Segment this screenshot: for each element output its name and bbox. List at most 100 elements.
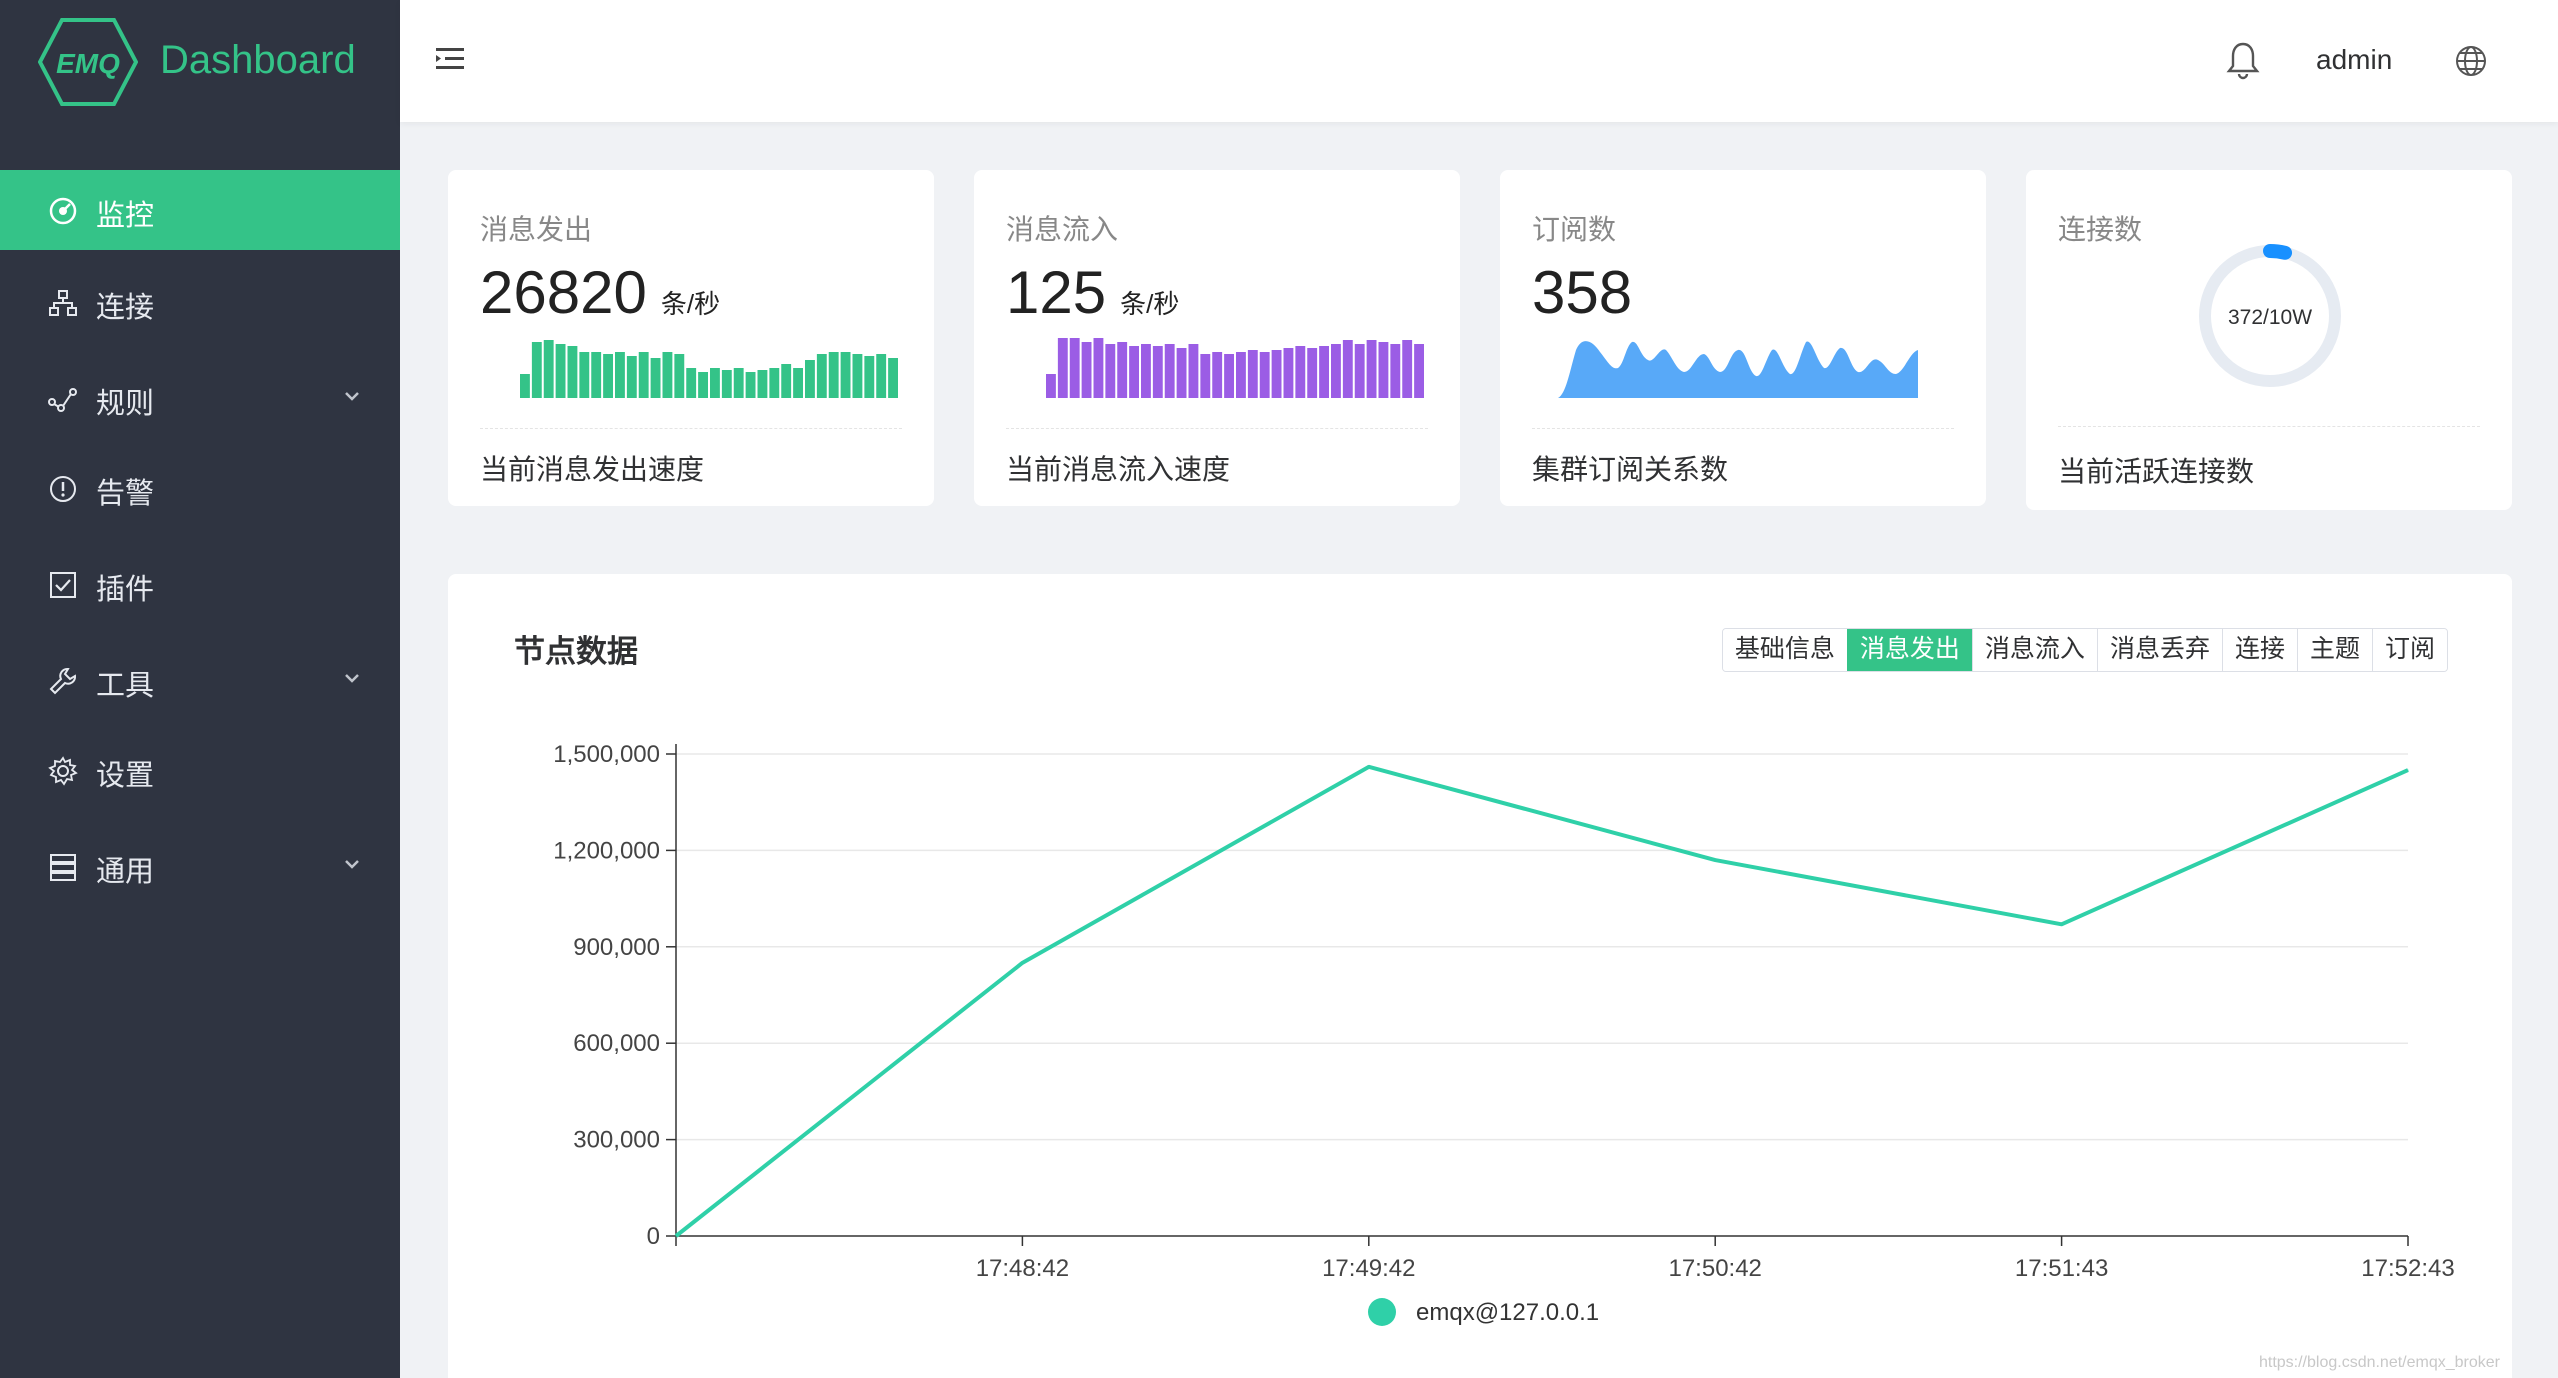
sidebar-item-monitor[interactable]: 监控 — [0, 170, 400, 250]
spark-bar — [1057, 338, 1068, 398]
top-header: admin — [400, 0, 2558, 122]
sidebar-item-label: 通用 — [96, 856, 155, 888]
bell-icon[interactable] — [2226, 40, 2260, 80]
sidebar-item-label: 规则 — [96, 388, 155, 420]
spark-bar — [876, 354, 887, 398]
sidebar-item-rules[interactable]: 规则 — [0, 358, 400, 438]
alert-circle-icon — [50, 476, 76, 502]
spark-bar — [1188, 344, 1199, 398]
sidebar-item-settings[interactable]: 设置 — [0, 730, 400, 810]
card-title: 消息流入 — [1006, 214, 1119, 245]
sidebar-item-label: 告警 — [96, 478, 155, 510]
data-point — [1021, 962, 1023, 964]
chevron-down-icon — [345, 674, 359, 683]
spark-bar-chart — [1046, 338, 1424, 398]
card-divider — [1532, 428, 1954, 429]
ring-progress — [2198, 244, 2342, 388]
tab-basic-info[interactable]: 基础信息 — [1722, 629, 1847, 671]
card-unit: 条/秒 — [660, 289, 721, 319]
user-name[interactable]: admin — [2316, 44, 2393, 75]
spark-bar — [710, 368, 720, 398]
spark-bar — [1129, 346, 1139, 398]
spark-bar-chart — [520, 340, 898, 398]
y-tick-label: 900,000 — [573, 934, 660, 961]
spark-bar — [852, 354, 863, 398]
metric-tabs: 基础信息 消息发出 消息流入 消息丢弃 连接 主题 订阅 — [1721, 628, 2448, 672]
spark-bar — [1378, 342, 1389, 398]
sidebar-item-general[interactable]: 通用 — [0, 826, 400, 906]
logo[interactable]: EMQ Dashboard — [38, 18, 378, 106]
chevron-down-icon — [345, 860, 359, 869]
stat-card-messages-in: 消息流入 125 条/秒 当前消息流入速度 — [974, 170, 1460, 506]
wrench-icon — [49, 667, 77, 695]
data-point — [1714, 859, 1716, 861]
spark-bar — [1342, 340, 1353, 398]
sidebar-item-plugins[interactable]: 插件 — [0, 544, 400, 624]
y-tick-label: 300,000 — [573, 1127, 660, 1154]
spark-bar — [1212, 352, 1223, 398]
data-point — [2061, 923, 2063, 925]
spark-area — [1538, 341, 1918, 398]
sidebar-item-connections[interactable]: 连接 — [0, 262, 400, 342]
tab-subscriptions[interactable]: 订阅 — [2371, 629, 2447, 671]
y-tick-label: 600,000 — [573, 1030, 660, 1057]
spark-bar — [662, 352, 673, 398]
node-data-panel: 节点数据 基础信息 消息发出 消息流入 消息丢弃 连接 主题 订阅 0 300,0… — [448, 574, 2512, 1378]
spark-bar — [888, 358, 898, 398]
spark-bar — [1176, 348, 1187, 398]
spark-bar — [698, 372, 708, 398]
menu-fold-icon[interactable] — [436, 46, 466, 72]
data-point — [675, 1235, 677, 1237]
globe-icon[interactable] — [2454, 44, 2488, 78]
stat-card-subscriptions: 订阅数 358 集群订阅关系数 — [1500, 170, 1986, 506]
node-line-chart: 0 300,000 600,000 900,000 1,200,000 1,500,000… — [553, 741, 2455, 1326]
card-value-wrap: 125 条/秒 — [1006, 258, 1179, 327]
data-point — [1368, 766, 1370, 768]
card-footer: 当前活跃连接数 — [2058, 456, 2255, 487]
spark-bar — [1271, 350, 1282, 398]
tab-messages-dropped[interactable]: 消息丢弃 — [2096, 629, 2222, 671]
spark-bar — [1402, 340, 1413, 398]
tab-topics[interactable]: 主题 — [2296, 629, 2372, 671]
sidebar-menu: 监控 连接 规则 — [0, 170, 400, 906]
spark-bar — [520, 374, 530, 398]
sidebar-item-label: 连接 — [96, 292, 155, 324]
spark-bar — [733, 368, 744, 398]
tab-messages-in[interactable]: 消息流入 — [1971, 629, 2097, 671]
spark-bar — [1236, 352, 1246, 398]
tab-messages-out[interactable]: 消息发出 — [1846, 629, 1972, 671]
sidebar-item-alerts[interactable]: 告警 — [0, 448, 400, 528]
spark-bar — [638, 352, 649, 398]
spark-bar — [1200, 354, 1211, 398]
spark-bar — [1414, 344, 1424, 398]
sitemap-icon — [49, 290, 77, 316]
panel-title: 节点数据 — [514, 634, 638, 669]
spark-bar — [1224, 354, 1234, 398]
card-divider — [480, 428, 902, 429]
spark-bar — [1390, 344, 1401, 398]
x-tick-label: 17:51:43 — [2015, 1255, 2108, 1282]
spark-bar — [1259, 352, 1270, 398]
card-value: 358 — [1532, 259, 1633, 326]
spark-bar — [567, 346, 578, 398]
card-title: 连接数 — [2058, 214, 2143, 245]
legend-swatch — [1368, 1298, 1396, 1326]
gear-icon — [48, 756, 78, 786]
spark-bar — [674, 354, 685, 398]
sidebar-item-tools[interactable]: 工具 — [0, 640, 400, 720]
spark-bar — [1307, 348, 1318, 398]
spark-area-chart — [1538, 341, 1918, 398]
spark-bar — [828, 352, 839, 398]
spark-bar — [555, 344, 566, 398]
spark-bar — [531, 342, 542, 398]
series-line — [674, 764, 2409, 1238]
spark-bar — [615, 352, 625, 398]
x-tick-label: 17:52:43 — [2361, 1255, 2454, 1282]
spark-bar — [769, 368, 780, 398]
share-nodes-icon — [48, 388, 77, 412]
tab-connections[interactable]: 连接 — [2221, 629, 2297, 671]
sidebar-item-label: 插件 — [96, 574, 155, 606]
x-tick-label: 17:50:42 — [1668, 1255, 1761, 1282]
stat-card-messages-out: 消息发出 26820 条/秒 当前消息发出速度 — [448, 170, 934, 506]
spark-bar — [1141, 344, 1151, 398]
